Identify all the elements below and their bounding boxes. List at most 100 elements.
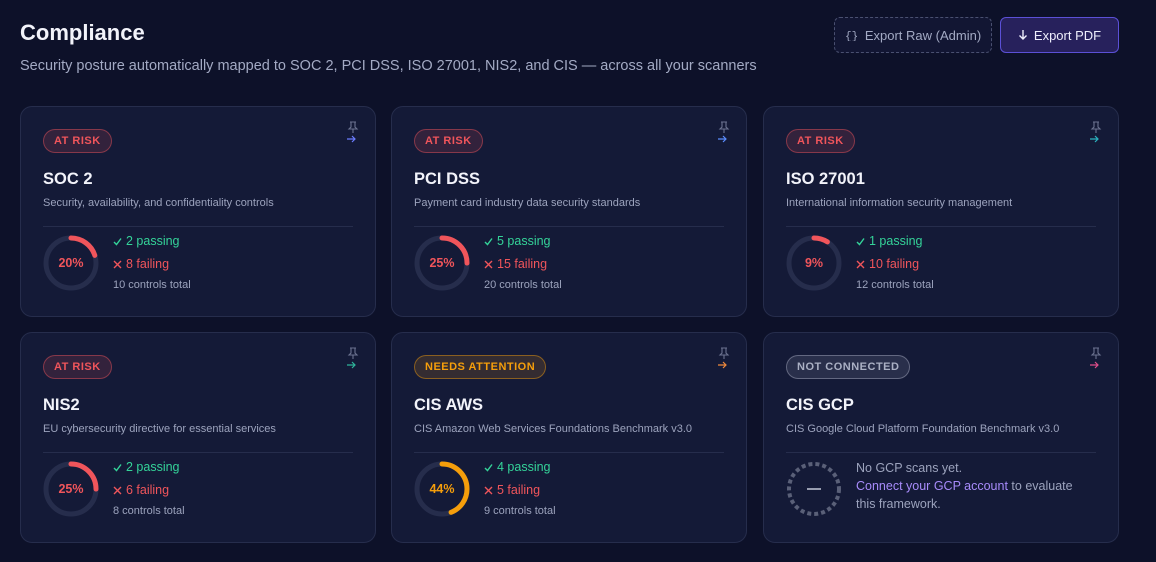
check-icon — [113, 237, 122, 246]
x-icon — [113, 486, 122, 494]
divider — [414, 226, 724, 227]
card-description: International information security manag… — [786, 197, 1013, 209]
score-label: 25% — [58, 482, 83, 496]
card-title: CIS AWS — [414, 396, 484, 414]
card-description: CIS Amazon Web Services Foundations Benc… — [414, 423, 692, 435]
page-title: Compliance — [20, 20, 145, 45]
download-icon — [1018, 30, 1027, 40]
score-ring: 9% — [786, 235, 842, 291]
check-path — [113, 463, 122, 472]
check-path — [484, 463, 493, 472]
export-raw-button[interactable]: {} Export Raw (Admin) — [834, 17, 992, 53]
card-description: Security, availability, and confidential… — [43, 197, 274, 209]
pin-icon — [347, 121, 359, 133]
framework-card[interactable]: AT RISK SOC 2 Security, availability, and … — [20, 106, 376, 317]
passing-count: 1 passing — [856, 234, 923, 248]
divider — [43, 452, 353, 453]
arrow-icon — [718, 361, 727, 369]
card-description: CIS Google Cloud Platform Foundation Ben… — [786, 423, 1060, 435]
ring-arc — [43, 461, 99, 517]
framework-card[interactable]: AT RISK NIS2 EU cybersecurity directive fo… — [20, 332, 376, 543]
passing-text: 2 passing — [126, 234, 180, 248]
failing-count: 5 failing — [484, 483, 540, 497]
braces-icon: {} — [845, 31, 858, 41]
divider — [43, 226, 353, 227]
arrow-icon — [347, 361, 356, 369]
check-icon — [856, 237, 865, 246]
card-description: Payment card industry data security stan… — [414, 197, 641, 209]
export-raw-label: Export Raw (Admin) — [864, 27, 982, 43]
arrow-icon — [347, 135, 356, 143]
x-path — [113, 260, 122, 268]
ring-arc — [786, 235, 842, 291]
card-title: ISO 27001 — [786, 170, 865, 188]
controls-total: 8 controls total — [113, 505, 185, 517]
ring-arc — [43, 235, 99, 291]
pin-icon — [718, 121, 730, 133]
framework-card[interactable]: AT RISK ISO 27001 International informatio… — [763, 106, 1119, 317]
framework-card[interactable]: NEEDS ATTENTION CIS AWS CIS Amazon Web Ser… — [391, 332, 747, 543]
arrow-icon — [1090, 361, 1099, 369]
ring-placeholder — [787, 462, 841, 516]
connect-link[interactable]: Connect your GCP account — [856, 479, 1008, 493]
framework-card[interactable]: NOT CONNECTED CIS GCP CIS Google Cloud Pla… — [763, 332, 1119, 543]
ring-arc — [414, 461, 470, 517]
score-label: 25% — [429, 256, 454, 270]
export-pdf-label: Export PDF — [1033, 27, 1102, 43]
status-badge: AT RISK — [43, 355, 112, 379]
passing-text: 2 passing — [126, 460, 180, 474]
controls-total: 10 controls total — [113, 279, 191, 291]
controls-total: 20 controls total — [484, 279, 562, 291]
failing-text: 8 failing — [126, 257, 170, 271]
failing-text: 10 failing — [869, 257, 920, 271]
status-badge: AT RISK — [43, 129, 112, 153]
x-icon — [856, 260, 865, 268]
score-ring: 25% — [414, 235, 470, 291]
empty-state: No GCP scans yet. Connect your GCP accoun… — [856, 459, 1086, 513]
failing-count: 8 failing — [113, 257, 169, 271]
controls-total: 12 controls total — [856, 279, 934, 291]
check-icon — [484, 237, 493, 246]
arrow-icon — [718, 135, 727, 143]
card-icons — [1090, 347, 1102, 369]
card-icons — [718, 121, 730, 143]
x-icon — [113, 260, 122, 268]
score-label: 9% — [805, 256, 823, 270]
failing-text: 15 failing — [497, 257, 548, 271]
card-icons — [1090, 121, 1102, 143]
passing-count: 2 passing — [113, 234, 180, 248]
x-path — [484, 260, 493, 268]
status-badge: NOT CONNECTED — [786, 355, 911, 379]
score-ring: 25% — [43, 461, 99, 517]
divider — [414, 452, 724, 453]
x-icon — [484, 486, 493, 494]
score-label: 20% — [58, 256, 83, 270]
passing-count: 4 passing — [484, 460, 551, 474]
check-path — [856, 237, 865, 246]
failing-text: 5 failing — [497, 483, 541, 497]
check-icon — [113, 463, 122, 472]
controls-total: 9 controls total — [484, 505, 556, 517]
empty-text: No GCP scans yet. — [856, 461, 963, 475]
card-description: EU cybersecurity directive for essential… — [43, 423, 276, 435]
score-ring: 20% — [43, 235, 99, 291]
framework-card[interactable]: AT RISK PCI DSS Payment card industry data… — [391, 106, 747, 317]
card-title: NIS2 — [43, 396, 80, 414]
status-badge: AT RISK — [414, 129, 483, 153]
passing-count: 2 passing — [113, 460, 180, 474]
export-pdf-button[interactable]: Export PDF — [1000, 17, 1119, 53]
x-path — [856, 260, 865, 268]
connect-line: Connect your GCP account to evaluate thi… — [856, 477, 1086, 513]
card-title: PCI DSS — [414, 170, 481, 188]
failing-text: 6 failing — [126, 483, 170, 497]
status-badge: NEEDS ATTENTION — [414, 355, 547, 379]
connect-suffix: to evaluate this framework. — [856, 479, 1073, 511]
ring-arc — [414, 235, 470, 291]
check-path — [113, 237, 122, 246]
pin-icon — [347, 347, 359, 359]
score-ring: 44% — [414, 461, 470, 517]
divider — [786, 452, 1096, 453]
x-path — [113, 486, 122, 494]
x-icon — [484, 260, 493, 268]
